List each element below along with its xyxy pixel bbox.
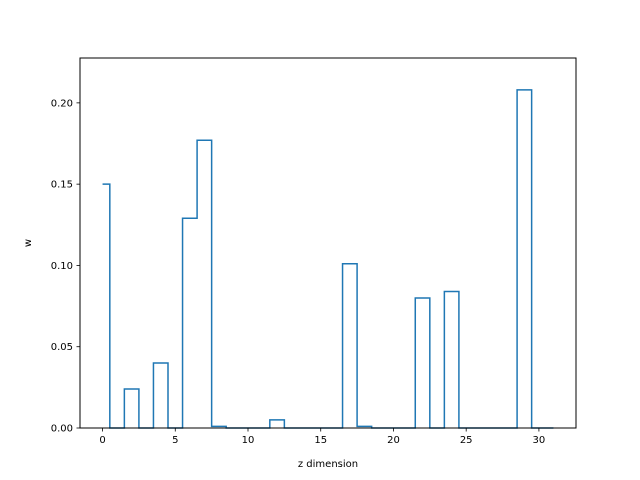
y-tick-label: 0.10 [51, 261, 73, 272]
y-axis-ticks: 0.00 0.05 0.10 0.15 0.20 [51, 98, 80, 435]
x-tick-label: 0 [99, 435, 105, 446]
y-tick-label: 0.15 [51, 180, 73, 191]
y-axis-label: w [23, 239, 34, 247]
x-tick-label: 5 [172, 435, 178, 446]
x-tick-label: 25 [460, 435, 473, 446]
x-tick-label: 15 [314, 435, 327, 446]
y-tick-label: 0.00 [51, 424, 73, 435]
x-tick-label: 30 [533, 435, 546, 446]
y-tick-label: 0.20 [51, 98, 73, 109]
plot-area-background [80, 58, 576, 428]
x-tick-label: 10 [242, 435, 255, 446]
x-tick-label: 20 [387, 435, 400, 446]
x-axis-label: z dimension [298, 459, 358, 470]
x-axis-ticks: 0 5 10 15 20 25 30 [99, 428, 545, 446]
plot-frame [79, 57, 577, 429]
y-tick-label: 0.05 [51, 342, 73, 353]
